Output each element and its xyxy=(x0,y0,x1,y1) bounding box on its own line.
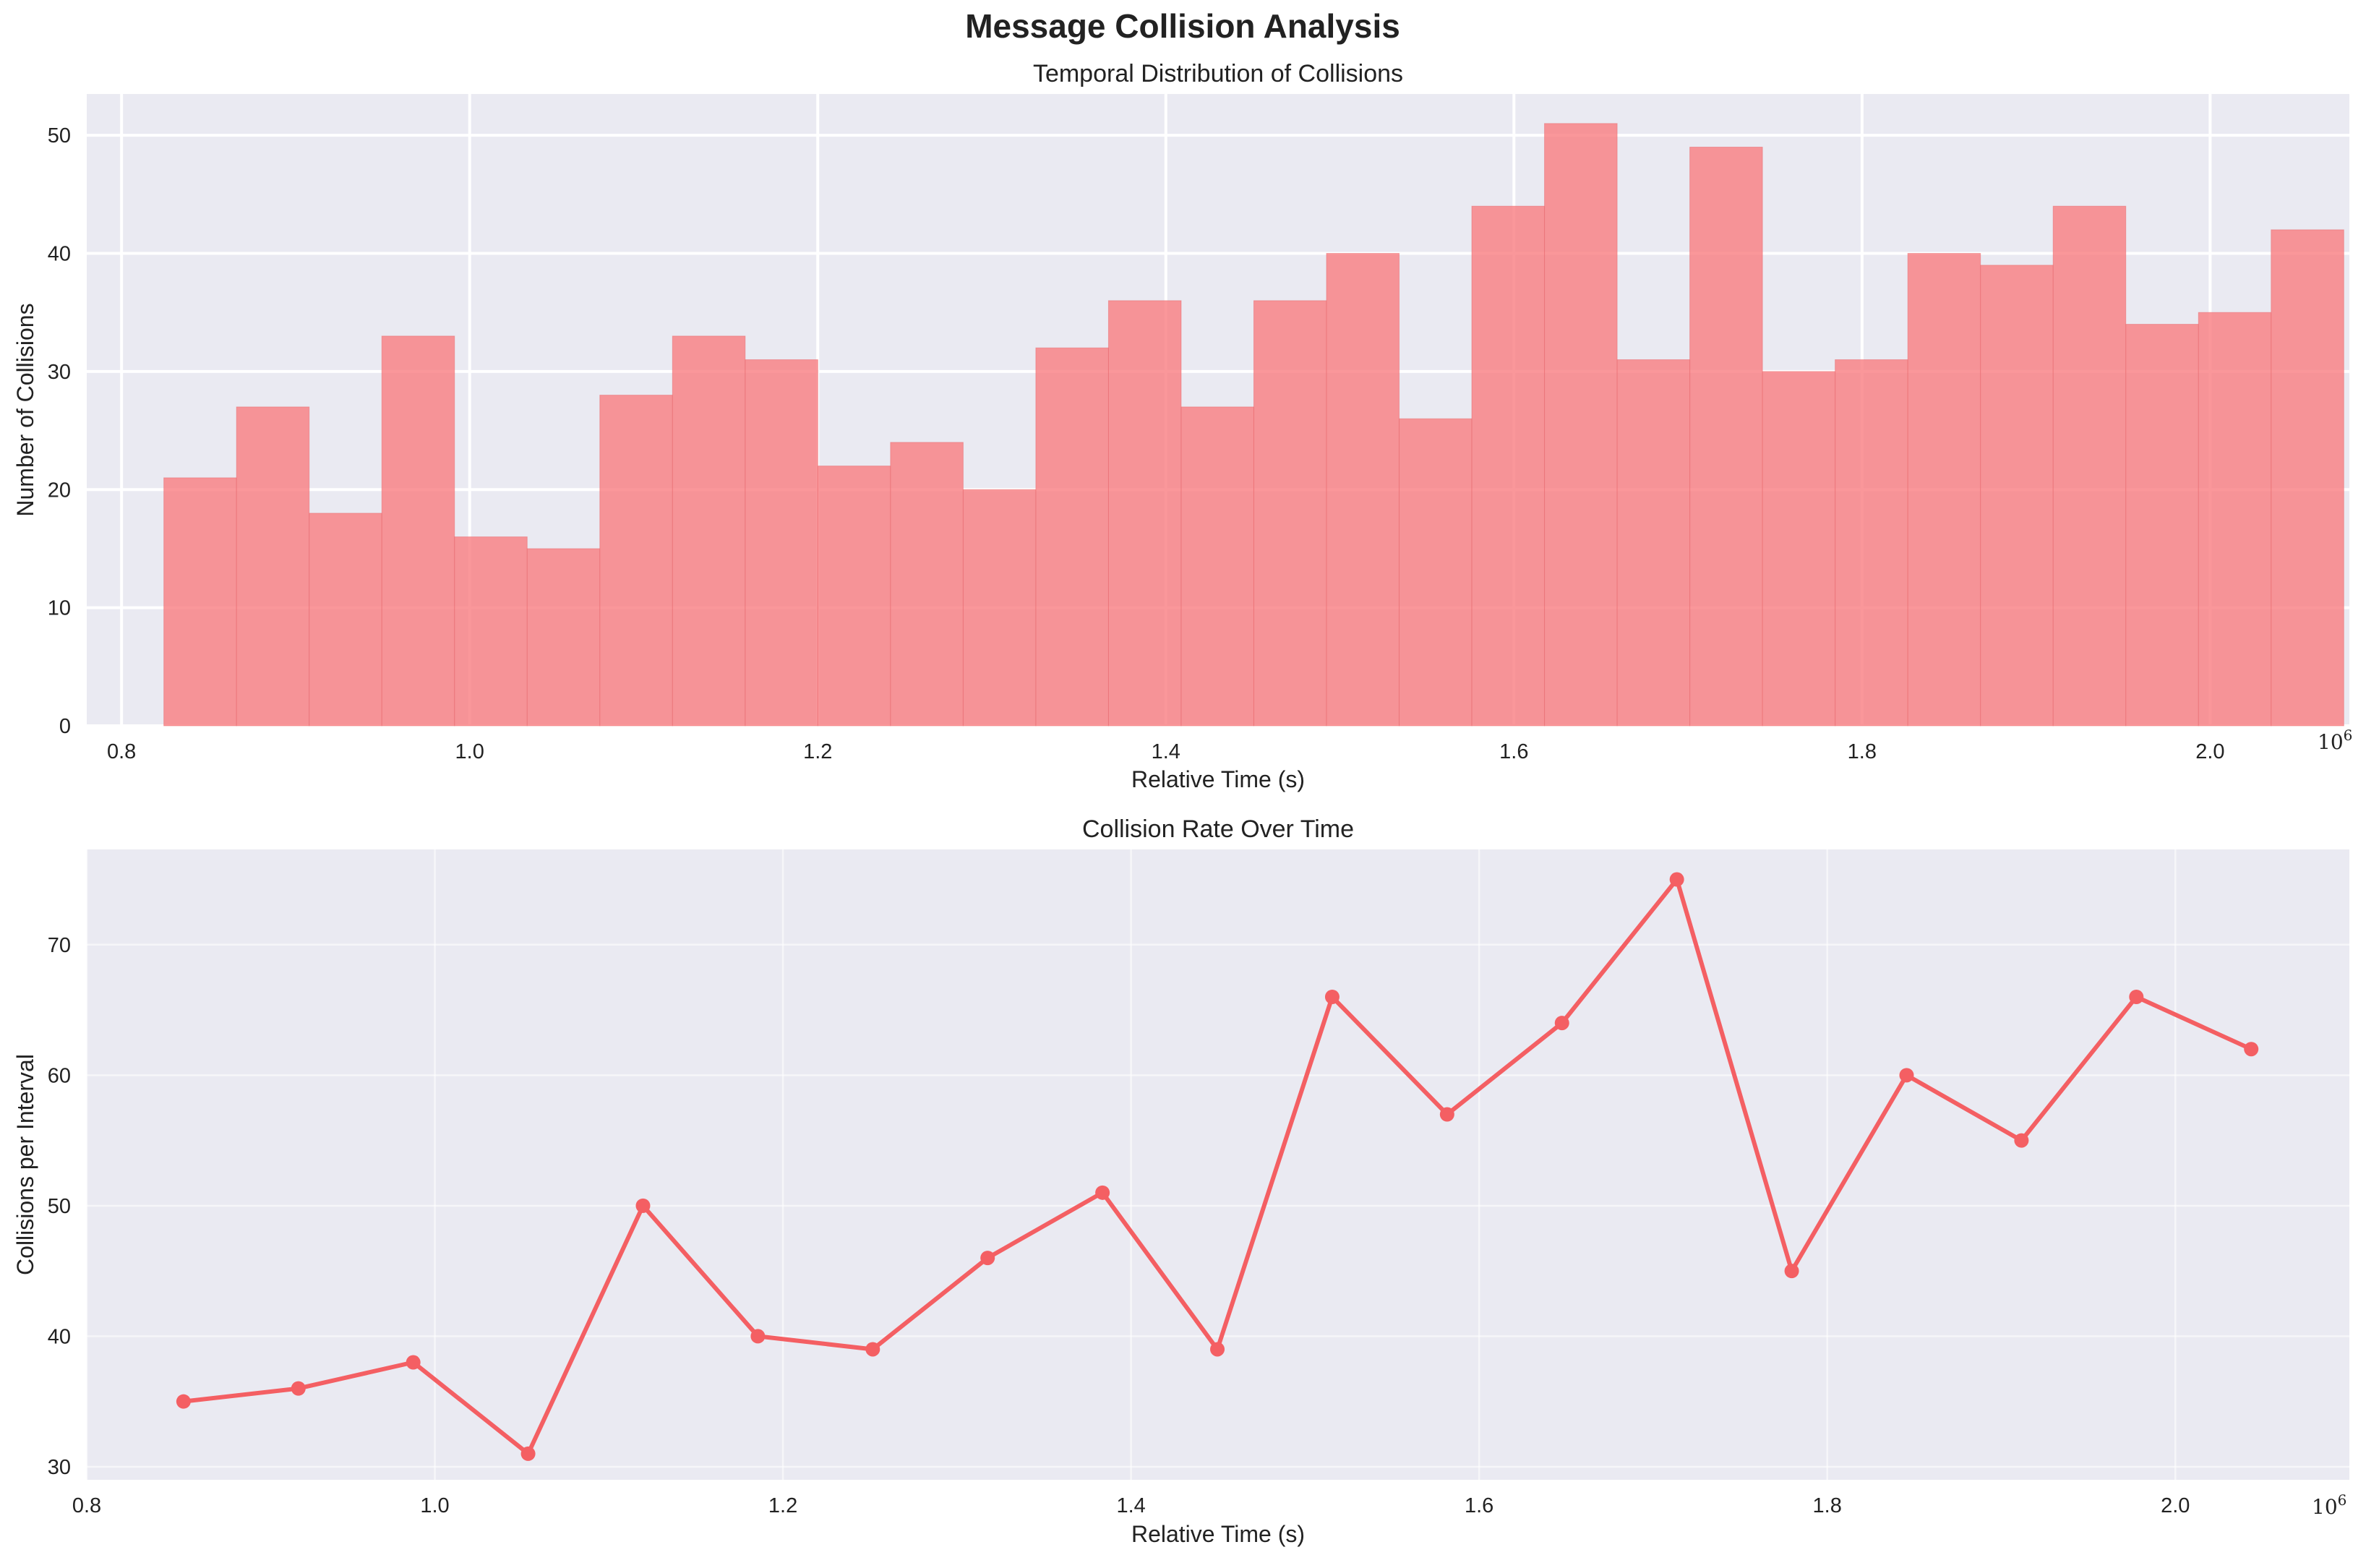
rate-point-8 xyxy=(1095,1185,1110,1200)
rate-plot-area xyxy=(87,849,2349,1480)
histogram-y-tick-label-0: 0 xyxy=(59,715,71,738)
rate-y-tick-label-1: 40 xyxy=(48,1325,71,1348)
rate-title: Collision Rate Over Time xyxy=(1082,815,1354,843)
histogram-title: Temporal Distribution of Collisions xyxy=(1033,60,1403,87)
histogram-bar-9 xyxy=(817,466,891,727)
rate-x-tick-label-0: 0.8 xyxy=(72,1494,101,1517)
histogram-bar-17 xyxy=(1399,418,1473,727)
histogram-bar-12 xyxy=(1035,347,1109,727)
histogram-x-label: Relative Time (s) xyxy=(1131,766,1305,792)
histogram-x-ticks: 0.8 1.0 1.2 1.4 1.6 1.8 2.0 xyxy=(107,740,2225,763)
histogram-bar-19 xyxy=(1544,123,1618,727)
rate-y-tick-label-2: 50 xyxy=(48,1195,71,1218)
histogram-x-tick-label-1: 1.0 xyxy=(455,740,484,763)
histogram-bar-11 xyxy=(962,489,1037,727)
rate-grid xyxy=(85,849,2349,1480)
histogram-y-ticks: 0 10 20 30 40 50 xyxy=(48,124,71,738)
rate-point-11 xyxy=(1439,1107,1454,1122)
histogram-bar-15 xyxy=(1253,300,1327,727)
rate-point-9 xyxy=(1210,1342,1225,1357)
rate-point-10 xyxy=(1324,990,1340,1005)
rate-y-tick-label-3: 60 xyxy=(48,1064,71,1087)
histogram-y-tick-label-2: 20 xyxy=(48,479,71,502)
rate-y-tick-label-0: 30 xyxy=(48,1456,71,1479)
histogram-y-label: Number of Collisions xyxy=(12,303,38,516)
rate-y-label: Collisions per Interval xyxy=(12,1054,38,1275)
histogram-bar-26 xyxy=(2052,205,2127,727)
histogram-bar-27 xyxy=(2125,324,2199,727)
histogram-bar-18 xyxy=(1471,205,1546,727)
rate-x-offset: 106 xyxy=(2312,1491,2346,1519)
histogram-bar-24 xyxy=(1907,253,1981,727)
rate-point-6 xyxy=(865,1342,880,1357)
figure-title: Message Collision Analysis xyxy=(965,7,1400,45)
rate-x-tick-label-5: 1.8 xyxy=(1813,1494,1842,1517)
histogram-x-tick-label-5: 1.8 xyxy=(1848,740,1877,763)
rate-x-tick-label-1: 1.0 xyxy=(420,1494,449,1517)
rate-x-tick-label-2: 1.2 xyxy=(768,1494,797,1517)
histogram-x-tick-label-4: 1.6 xyxy=(1499,740,1528,763)
rate-point-14 xyxy=(1784,1264,1799,1279)
histogram-bar-23 xyxy=(1835,359,1908,727)
histogram-x-tick-label-2: 1.2 xyxy=(803,740,832,763)
histogram-x-tick-label-6: 2.0 xyxy=(2195,740,2224,763)
histogram-panel: Temporal Distribution of Collisions 0.8 1… xyxy=(12,60,2352,792)
histogram-bars xyxy=(163,123,2344,727)
histogram-bar-22 xyxy=(1762,371,1836,727)
rate-point-15 xyxy=(1899,1068,1914,1083)
histogram-bar-2 xyxy=(309,513,382,727)
histogram-bar-21 xyxy=(1689,147,1763,727)
rate-y-ticks: 30 40 50 60 70 xyxy=(48,934,71,1479)
histogram-bar-25 xyxy=(1980,265,2054,727)
histogram-bar-8 xyxy=(745,359,818,727)
histogram-x-offset-exp: 6 xyxy=(2344,727,2353,744)
histogram-bar-13 xyxy=(1107,300,1182,727)
rate-point-17 xyxy=(2129,990,2144,1005)
histogram-bar-4 xyxy=(454,536,528,727)
rate-x-label: Relative Time (s) xyxy=(1131,1521,1305,1547)
rate-point-3 xyxy=(520,1446,536,1461)
histogram-bar-20 xyxy=(1616,359,1691,727)
histogram-x-tick-label-0: 0.8 xyxy=(107,740,136,763)
histogram-y-tick-label-5: 50 xyxy=(48,124,71,147)
histogram-bar-14 xyxy=(1180,406,1254,727)
rate-point-1 xyxy=(291,1381,306,1396)
rate-point-0 xyxy=(176,1394,191,1409)
rate-point-18 xyxy=(2244,1042,2259,1057)
histogram-x-offset-base: 10 xyxy=(2318,730,2344,754)
histogram-bar-1 xyxy=(236,406,310,727)
rate-point-2 xyxy=(406,1355,421,1370)
rate-point-13 xyxy=(1669,872,1684,887)
histogram-y-tick-label-4: 40 xyxy=(48,243,71,266)
rate-point-7 xyxy=(980,1251,995,1266)
rate-x-tick-label-4: 1.6 xyxy=(1465,1494,1493,1517)
histogram-x-tick-label-3: 1.4 xyxy=(1152,740,1180,763)
rate-point-4 xyxy=(635,1198,651,1213)
histogram-bar-28 xyxy=(2198,312,2272,727)
histogram-y-tick-label-1: 10 xyxy=(48,597,71,620)
rate-x-tick-label-6: 2.0 xyxy=(2161,1494,2190,1517)
histogram-bar-7 xyxy=(672,335,746,727)
rate-x-ticks: 0.8 1.0 1.2 1.4 1.6 1.8 2.0 xyxy=(72,1494,2190,1517)
rate-series xyxy=(176,872,2259,1461)
histogram-bar-29 xyxy=(2271,229,2344,727)
histogram-x-offset: 106 xyxy=(2318,727,2352,754)
rate-panel: Collision Rate Over Time 0.8 1.0 1.2 1.4 1.6… xyxy=(12,815,2349,1547)
histogram-bar-3 xyxy=(381,335,455,727)
rate-x-offset-exp: 6 xyxy=(2338,1491,2347,1509)
histogram-bar-5 xyxy=(526,548,601,727)
rate-y-tick-label-4: 70 xyxy=(48,934,71,957)
histogram-bar-10 xyxy=(890,442,964,727)
rate-x-offset-base: 10 xyxy=(2312,1495,2338,1519)
rate-point-5 xyxy=(750,1329,766,1344)
histogram-y-tick-label-3: 30 xyxy=(48,361,71,384)
histogram-bar-0 xyxy=(163,477,237,727)
histogram-bar-16 xyxy=(1326,253,1400,727)
rate-point-12 xyxy=(1554,1016,1569,1031)
histogram-bar-6 xyxy=(599,395,673,727)
rate-point-16 xyxy=(2014,1133,2029,1148)
rate-x-tick-label-3: 1.4 xyxy=(1116,1494,1145,1517)
